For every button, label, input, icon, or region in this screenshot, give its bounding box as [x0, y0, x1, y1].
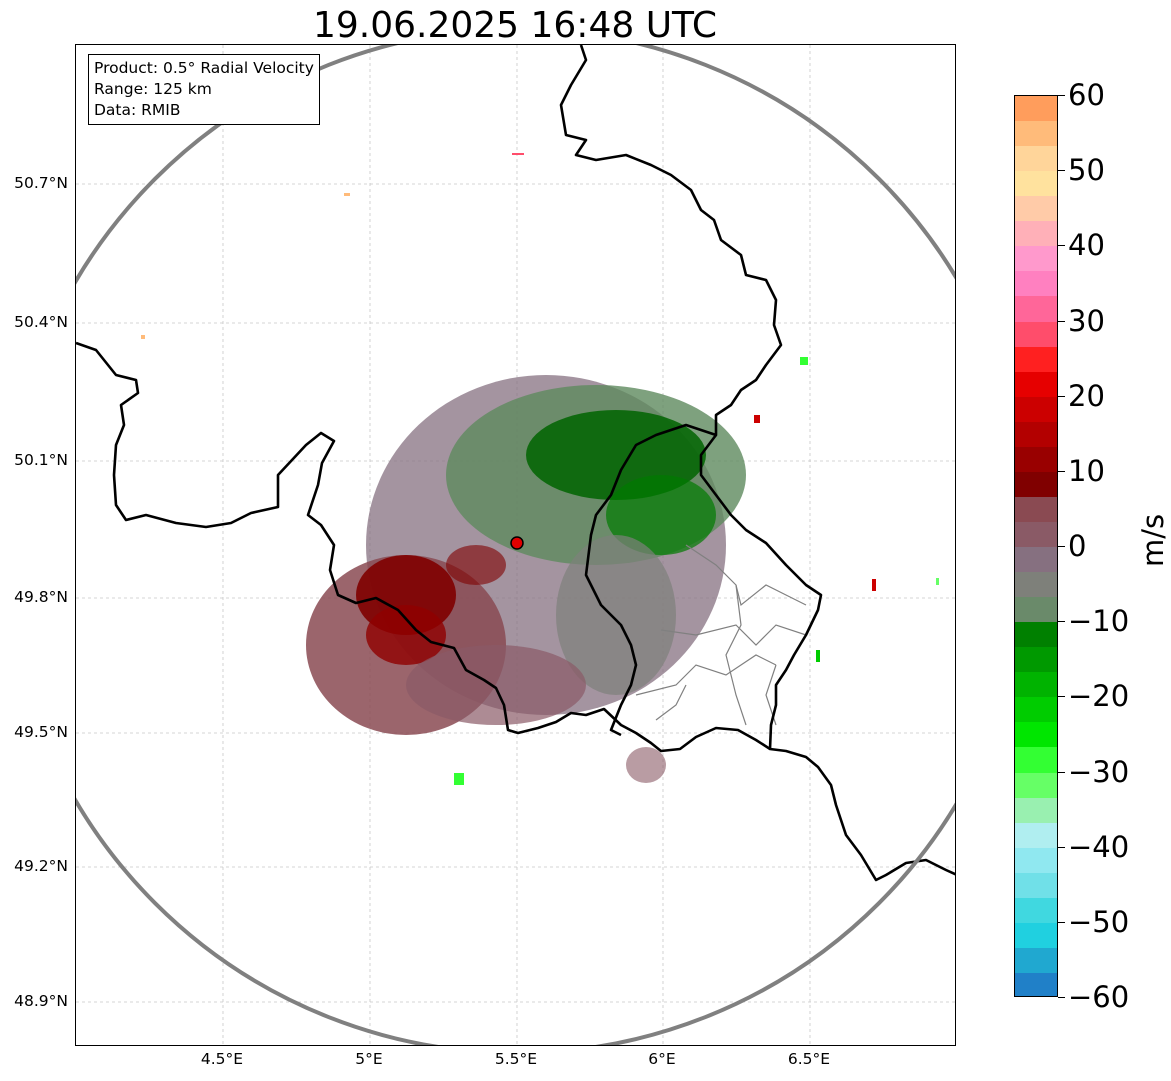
info-box: Product: 0.5° Radial Velocity Range: 125… — [88, 54, 320, 125]
colorbar-tick-label: −50 — [1068, 904, 1130, 939]
colorbar-band — [1015, 271, 1057, 297]
colorbar-tick-label: 20 — [1068, 378, 1105, 413]
colorbar-unit: m/s — [1136, 513, 1170, 567]
colorbar-tick-label: −60 — [1068, 980, 1130, 1014]
lat-label: 49.2°N — [14, 857, 68, 875]
lat-label: 50.1°N — [14, 451, 68, 469]
colorbar-band — [1015, 897, 1057, 924]
colorbar-tick-label: −30 — [1068, 754, 1130, 789]
colorbar-tick-mark — [1058, 696, 1065, 698]
colorbar-tick-label: −40 — [1068, 829, 1130, 864]
info-product: Product: 0.5° Radial Velocity — [94, 59, 314, 77]
colorbar-tick-label: 40 — [1068, 228, 1105, 263]
colorbar-band — [1015, 396, 1057, 423]
colorbar-band — [1015, 872, 1057, 899]
colorbar-band — [1015, 722, 1057, 748]
colorbar-tick-label: 60 — [1068, 78, 1105, 112]
colorbar-tick-label: 50 — [1068, 153, 1105, 188]
lon-label: 6.5°E — [787, 1050, 831, 1068]
colorbar-band — [1015, 822, 1057, 849]
colorbar-band — [1015, 847, 1057, 874]
lon-label: 4.5°E — [200, 1050, 244, 1068]
radar-site-marker[interactable] — [510, 536, 524, 550]
colorbar-tick-label: 10 — [1068, 453, 1105, 488]
colorbar-band — [1015, 421, 1057, 448]
region-boundaries — [635, 544, 817, 726]
info-range: Range: 125 km — [94, 80, 212, 98]
colorbar-band — [1015, 146, 1057, 172]
colorbar-tick-mark — [1058, 771, 1065, 773]
colorbar-band — [1015, 647, 1057, 673]
colorbar-tick-mark — [1058, 395, 1065, 397]
colorbar — [1014, 95, 1058, 997]
colorbar-band — [1015, 96, 1057, 122]
colorbar-tick-mark — [1058, 245, 1065, 247]
colorbar-tick-mark — [1058, 546, 1065, 547]
lat-label: 50.7°N — [14, 174, 68, 192]
colorbar-band — [1015, 747, 1057, 773]
lon-label: 5.5°E — [494, 1050, 538, 1068]
colorbar-band — [1015, 572, 1057, 598]
colorbar-band — [1015, 321, 1057, 348]
colorbar-tick-mark — [1058, 470, 1065, 472]
colorbar-tick-mark — [1058, 846, 1065, 848]
colorbar-band — [1015, 496, 1057, 523]
colorbar-tick-mark — [1058, 320, 1065, 322]
lon-label: 5°E — [355, 1050, 383, 1068]
colorbar-band — [1015, 171, 1057, 197]
colorbar-band — [1015, 346, 1057, 373]
colorbar-tick-mark — [1058, 170, 1065, 172]
colorbar-band — [1015, 446, 1057, 473]
lon-label: 6°E — [648, 1050, 676, 1068]
colorbar-band — [1015, 471, 1057, 498]
country-borders — [76, 45, 955, 882]
colorbar-tick-label: 30 — [1068, 303, 1105, 338]
plot-title: 19.06.2025 16:48 UTC — [312, 5, 718, 46]
colorbar-band — [1015, 772, 1057, 799]
velocity-echoes — [141, 153, 939, 785]
colorbar-band — [1015, 597, 1057, 623]
lat-label: 49.8°N — [14, 588, 68, 606]
colorbar-tick-mark — [1058, 621, 1065, 623]
colorbar-tick-mark — [1058, 997, 1065, 998]
lat-label: 50.4°N — [14, 313, 68, 331]
colorbar-band — [1015, 371, 1057, 398]
colorbar-tick-label: 0 — [1068, 529, 1087, 563]
lat-label: 48.9°N — [14, 992, 68, 1010]
info-data-source: Data: RMIB — [94, 101, 181, 119]
colorbar-band — [1015, 922, 1057, 949]
colorbar-tick-label: −10 — [1068, 604, 1130, 639]
colorbar-band — [1015, 121, 1057, 147]
lat-label: 49.5°N — [14, 723, 68, 741]
colorbar-band — [1015, 196, 1057, 222]
colorbar-band — [1015, 672, 1057, 698]
colorbar-band — [1015, 947, 1057, 974]
colorbar-band — [1015, 972, 1057, 996]
colorbar-band — [1015, 221, 1057, 247]
colorbar-band — [1015, 296, 1057, 322]
colorbar-tick-mark — [1058, 921, 1065, 923]
colorbar-band — [1015, 697, 1057, 723]
colorbar-band — [1015, 521, 1057, 548]
colorbar-band — [1015, 246, 1057, 272]
radar-map[interactable] — [75, 44, 956, 1046]
colorbar-band — [1015, 547, 1057, 573]
colorbar-band — [1015, 622, 1057, 648]
colorbar-band — [1015, 797, 1057, 824]
colorbar-tick-mark — [1058, 95, 1065, 96]
radar-map-svg — [76, 45, 955, 1045]
colorbar-tick-label: −20 — [1068, 679, 1130, 714]
